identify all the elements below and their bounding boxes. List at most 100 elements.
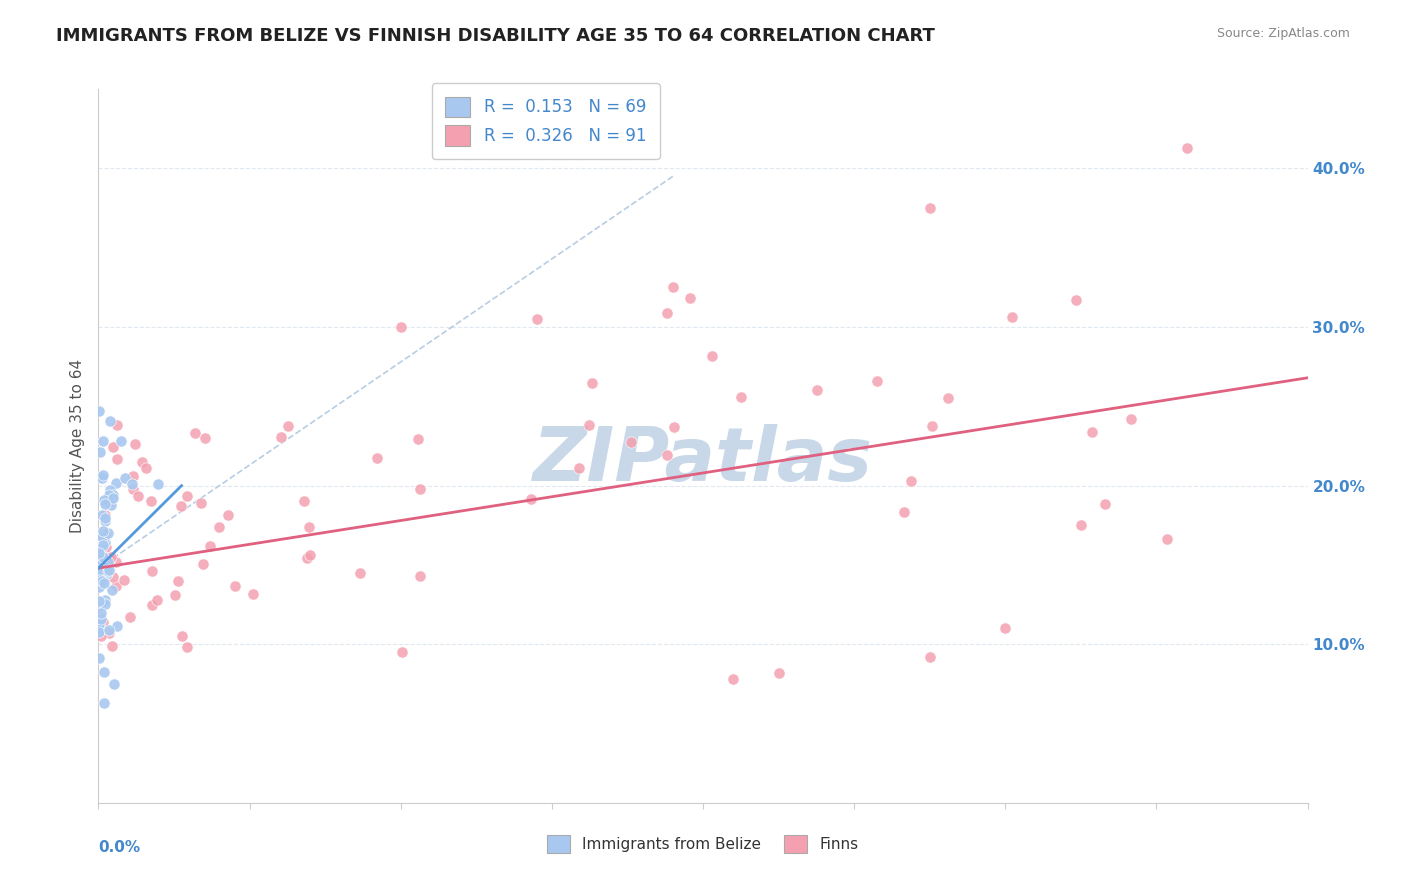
Point bbox=[94, 514, 117, 528]
Point bbox=[96, 567, 118, 582]
Point bbox=[93, 531, 115, 545]
Point bbox=[93, 434, 115, 449]
Point bbox=[104, 476, 127, 491]
Point bbox=[124, 436, 146, 450]
Point bbox=[105, 451, 128, 466]
Point bbox=[112, 574, 135, 588]
Point bbox=[93, 597, 115, 611]
Point bbox=[100, 549, 122, 564]
Point bbox=[93, 556, 115, 570]
Point bbox=[101, 582, 124, 597]
Point bbox=[141, 564, 163, 578]
Point bbox=[98, 414, 121, 428]
Point bbox=[90, 607, 112, 621]
Point bbox=[366, 450, 388, 465]
Point bbox=[89, 551, 111, 566]
Point bbox=[568, 460, 591, 475]
Point bbox=[994, 621, 1017, 635]
Point bbox=[409, 568, 432, 582]
Point bbox=[98, 495, 121, 509]
Point bbox=[93, 665, 115, 679]
Point bbox=[87, 566, 110, 580]
Point bbox=[298, 520, 321, 534]
Point bbox=[242, 587, 264, 601]
Point bbox=[170, 629, 193, 643]
Point bbox=[208, 519, 231, 533]
Point bbox=[97, 564, 120, 578]
Point bbox=[1175, 141, 1198, 155]
Point bbox=[89, 557, 111, 571]
Point bbox=[120, 610, 142, 624]
Point bbox=[1094, 497, 1116, 511]
Point bbox=[91, 538, 114, 552]
Point bbox=[89, 625, 111, 640]
Text: ZIPatlas: ZIPatlas bbox=[533, 424, 873, 497]
Point bbox=[349, 566, 371, 580]
Point bbox=[679, 291, 702, 305]
Point bbox=[1070, 518, 1092, 533]
Point bbox=[198, 539, 221, 553]
Point bbox=[89, 469, 111, 483]
Point bbox=[1001, 310, 1024, 325]
Y-axis label: Disability Age 35 to 64: Disability Age 35 to 64 bbox=[69, 359, 84, 533]
Point bbox=[298, 548, 321, 562]
Point bbox=[97, 624, 120, 638]
Point bbox=[167, 574, 190, 588]
Point bbox=[1121, 412, 1143, 426]
Point bbox=[190, 496, 212, 510]
Point bbox=[91, 566, 114, 581]
Point bbox=[89, 616, 111, 631]
Point bbox=[96, 552, 118, 566]
Point bbox=[89, 553, 111, 567]
Point bbox=[87, 580, 110, 594]
Point bbox=[918, 649, 941, 664]
Point bbox=[96, 541, 118, 555]
Point bbox=[664, 419, 686, 434]
Point bbox=[91, 574, 114, 588]
Point bbox=[655, 305, 678, 319]
Point bbox=[122, 482, 145, 496]
Point bbox=[921, 419, 943, 434]
Point bbox=[91, 564, 114, 578]
Point bbox=[93, 615, 115, 629]
Point bbox=[936, 391, 959, 405]
Point bbox=[91, 471, 114, 485]
Point bbox=[135, 460, 157, 475]
Point bbox=[89, 563, 111, 577]
Point bbox=[101, 440, 124, 454]
Point bbox=[865, 374, 887, 388]
Point bbox=[105, 579, 128, 593]
Point bbox=[526, 312, 548, 326]
Text: 0.0%: 0.0% bbox=[98, 840, 141, 855]
Point bbox=[90, 508, 112, 522]
Point bbox=[103, 677, 125, 691]
Point bbox=[98, 483, 121, 498]
Point bbox=[176, 640, 198, 654]
Point bbox=[292, 493, 315, 508]
Point bbox=[114, 471, 136, 485]
Point bbox=[277, 419, 299, 434]
Point bbox=[90, 528, 112, 542]
Point bbox=[146, 477, 169, 491]
Legend: Immigrants from Belize, Finns: Immigrants from Belize, Finns bbox=[541, 829, 865, 859]
Point bbox=[297, 551, 319, 566]
Point bbox=[91, 570, 114, 584]
Point bbox=[91, 550, 114, 565]
Point bbox=[87, 651, 110, 665]
Point bbox=[89, 594, 111, 608]
Point bbox=[90, 622, 112, 636]
Point bbox=[657, 449, 679, 463]
Point bbox=[90, 470, 112, 484]
Point bbox=[768, 665, 790, 680]
Point bbox=[103, 488, 125, 502]
Text: Source: ZipAtlas.com: Source: ZipAtlas.com bbox=[1216, 27, 1350, 40]
Point bbox=[139, 493, 162, 508]
Point bbox=[97, 563, 120, 577]
Point bbox=[93, 575, 115, 590]
Point bbox=[91, 524, 114, 538]
Point bbox=[581, 376, 603, 390]
Point bbox=[170, 500, 193, 514]
Point bbox=[1156, 532, 1178, 546]
Point bbox=[101, 491, 124, 506]
Point bbox=[94, 534, 117, 549]
